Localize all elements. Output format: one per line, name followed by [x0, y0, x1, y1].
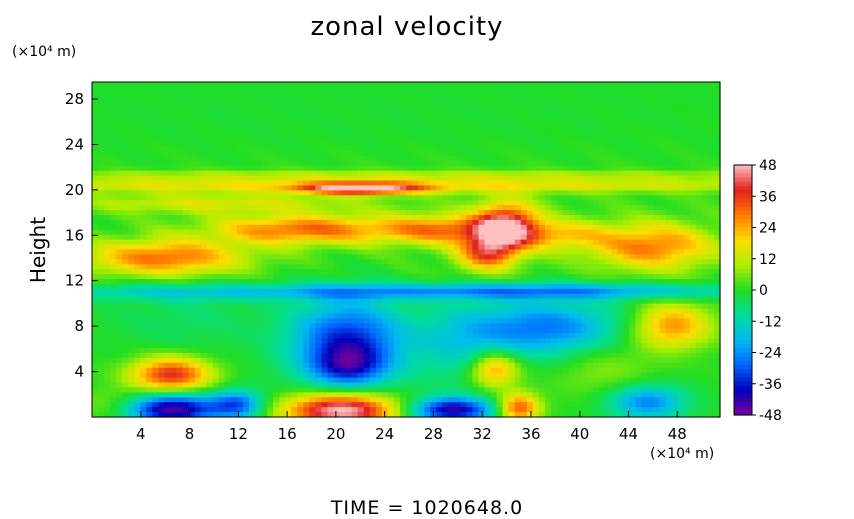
x-tick-label: 44	[619, 425, 638, 443]
y-tick-label: 4	[74, 363, 84, 381]
heatmap-field	[92, 82, 721, 418]
x-axis-unit: (×10⁴ m)	[650, 446, 715, 462]
x-tick-label: 36	[521, 425, 540, 443]
colorbar-tick-label: -36	[759, 377, 782, 393]
y-tick-label: 20	[65, 181, 84, 199]
x-tick-label: 40	[570, 425, 589, 443]
x-tick-label: 20	[326, 425, 345, 443]
colorbar-tick-label: -24	[759, 346, 782, 362]
plot-frame	[91, 81, 721, 418]
x-tick-label: 8	[185, 425, 195, 443]
x-tick-label: 48	[668, 425, 687, 443]
x-tick-label: 24	[375, 425, 394, 443]
colorbar: 48 36 24 12 0 -12 -24 -36 -48	[733, 158, 782, 424]
colorbar-tick-label: 24	[759, 221, 777, 237]
x-tick-label: 4	[136, 425, 146, 443]
x-tick-label: 16	[278, 425, 297, 443]
colorbar-tick-label: -12	[759, 314, 782, 330]
y-tick-label: 28	[65, 90, 84, 108]
x-tick-label: 28	[424, 425, 443, 443]
colorbar-tick-label: 12	[759, 252, 777, 268]
x-tick-label: 12	[229, 425, 248, 443]
time-footer: TIME = 1020648.0	[330, 497, 524, 519]
colorbar-tick-label: 36	[759, 189, 777, 205]
y-axis-unit: (×10⁴ m)	[12, 44, 77, 60]
x-tick-label: 32	[473, 425, 492, 443]
colorbar-tick-label: 48	[759, 158, 777, 174]
y-tick-label: 12	[65, 272, 84, 290]
colorbar-tick-label: 0	[759, 283, 768, 299]
y-tick-label: 24	[65, 135, 84, 153]
chart-title: zonal velocity	[310, 12, 504, 42]
y-tick-label: 8	[74, 317, 84, 335]
y-tick-label: 16	[65, 226, 84, 244]
colorbar-tick-label: -48	[759, 408, 782, 424]
